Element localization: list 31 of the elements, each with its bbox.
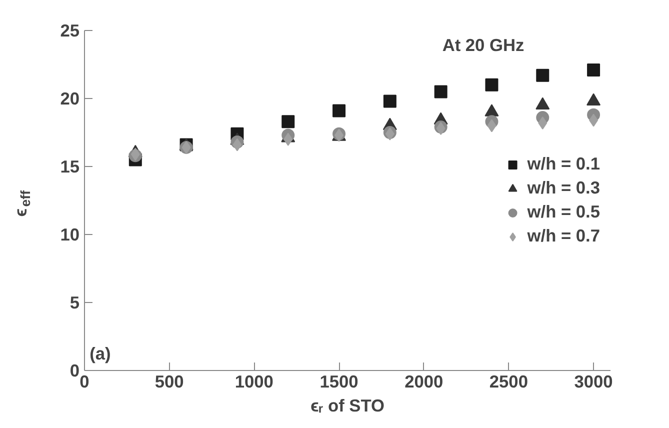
point (536, 68, 550, 82)
point (589, 114, 598, 127)
point (538, 116, 548, 130)
legend-label: w/h = 0.1 (527, 154, 600, 174)
y-tick-label: 25 (60, 20, 80, 40)
point (232, 138, 242, 152)
point (487, 119, 496, 132)
legend-label: w/h = 0.5 (527, 202, 600, 222)
y-tick-label: 20 (60, 88, 80, 108)
point (332, 104, 346, 118)
x-tick-label: 2500 (489, 372, 528, 392)
point (282, 115, 295, 128)
legend-label: w/h = 0.3 (527, 178, 600, 198)
point (485, 78, 498, 92)
point (434, 85, 448, 98)
point (284, 132, 293, 146)
y-tick-label: 15 (60, 156, 80, 176)
x-tick-label: 2000 (404, 372, 444, 392)
y-tick-label: 10 (60, 224, 80, 244)
x-tick-label: 500 (154, 372, 184, 392)
x-axis-title: ϵᵣ of STO (310, 396, 384, 416)
x-tick-label: 1000 (234, 372, 274, 392)
point (587, 63, 600, 76)
legend-label: w/h = 0.7 (527, 226, 600, 246)
annotation: (a) (90, 344, 111, 364)
annotation: At 20 GHz (442, 34, 524, 55)
x-tick-label: 3000 (574, 372, 613, 392)
point (383, 94, 396, 108)
y-tick-label: 5 (70, 292, 80, 312)
y-axis-title: ϵeff (10, 190, 33, 217)
x-tick-label: 1500 (320, 372, 358, 392)
